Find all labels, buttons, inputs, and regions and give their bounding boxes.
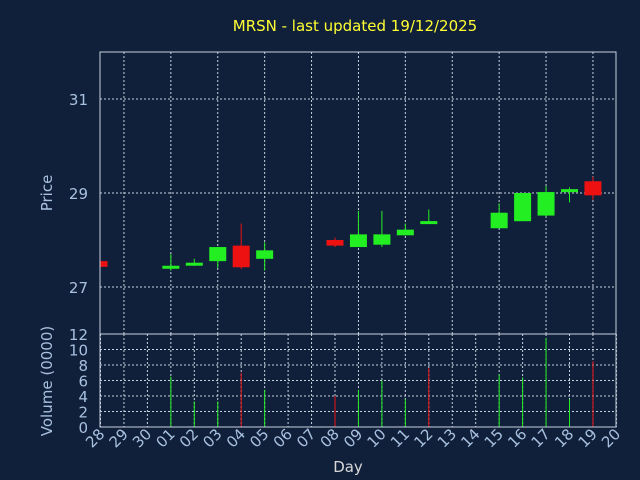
volume-tick-label: 12	[69, 326, 88, 344]
price-y-ticks: 27 29 31	[69, 91, 88, 297]
candle	[209, 247, 227, 269]
candle-body	[99, 261, 108, 267]
x-tick-label: 30	[129, 425, 155, 451]
candle	[162, 254, 180, 271]
candle	[99, 261, 108, 267]
candle	[537, 185, 555, 217]
price-tick-label: 27	[69, 279, 88, 297]
candle-body	[326, 240, 344, 246]
x-tick-label: 01	[152, 425, 178, 451]
x-tick-label: 14	[457, 425, 483, 451]
volume-tick-label: 10	[69, 342, 88, 360]
x-tick-label: 07	[293, 425, 319, 451]
x-ticks: 2829300102030405060708091011121314151617…	[82, 425, 624, 451]
x-tick-label: 19	[575, 425, 601, 451]
volume-tick-label: 8	[78, 357, 88, 375]
chart-title: MRSN - last updated 19/12/2025	[233, 17, 477, 35]
candle	[349, 210, 367, 248]
x-tick-label: 17	[528, 425, 554, 451]
x-tick-label: 18	[551, 425, 577, 451]
price-tick-label: 31	[69, 91, 88, 109]
x-tick-label: 05	[246, 425, 272, 451]
volume-tick-label: 6	[78, 373, 88, 391]
candle-body	[490, 212, 508, 229]
candle	[373, 210, 391, 248]
candle	[514, 193, 532, 222]
x-tick-label: 08	[317, 425, 343, 451]
candle	[561, 187, 578, 203]
candle-body	[537, 192, 555, 216]
x-tick-label: 10	[363, 425, 389, 451]
candle-body	[162, 265, 180, 269]
x-tick-label: 15	[481, 425, 507, 451]
candle	[396, 223, 414, 236]
volume-tick-label: 2	[78, 404, 88, 422]
candle	[584, 176, 602, 201]
x-tick-label: 11	[387, 425, 413, 451]
x-tick-label: 29	[106, 425, 132, 451]
x-axis-label: Day	[333, 458, 363, 476]
x-tick-label: 13	[434, 425, 460, 451]
volume-tick-label: 0	[78, 419, 88, 437]
x-tick-label: 04	[223, 425, 249, 451]
candle-body	[561, 189, 578, 193]
volume-frame	[99, 333, 617, 428]
candle-body	[373, 234, 391, 245]
candle	[185, 258, 203, 266]
volume-bars	[170, 337, 594, 427]
x-tick-label: 16	[504, 425, 530, 451]
x-tick-label: 12	[410, 425, 436, 451]
candle-body	[420, 221, 438, 225]
candle-body	[209, 247, 227, 262]
candle	[490, 203, 508, 229]
x-tick-label: 09	[340, 425, 366, 451]
price-candles	[99, 176, 602, 271]
candle	[232, 223, 250, 270]
x-tick-label: 06	[270, 425, 296, 451]
x-tick-label: 02	[176, 425, 202, 451]
volume-y-label: Volume (0000)	[38, 326, 56, 436]
candle-body	[232, 245, 250, 268]
price-y-label: Price	[38, 175, 56, 212]
candle	[326, 237, 344, 248]
price-panel: 27 29 31 Price	[38, 51, 617, 335]
candle-body	[514, 193, 532, 222]
candle-body	[185, 262, 203, 266]
x-tick-label: 20	[598, 425, 624, 451]
candle	[256, 242, 274, 271]
candle-body	[256, 250, 274, 259]
volume-tick-label: 4	[78, 388, 88, 406]
candle-body	[349, 234, 367, 248]
candle	[420, 209, 438, 225]
x-tick-label: 03	[199, 425, 225, 451]
candle-body	[584, 181, 602, 196]
price-tick-label: 29	[69, 185, 88, 203]
candle-body	[396, 229, 414, 236]
